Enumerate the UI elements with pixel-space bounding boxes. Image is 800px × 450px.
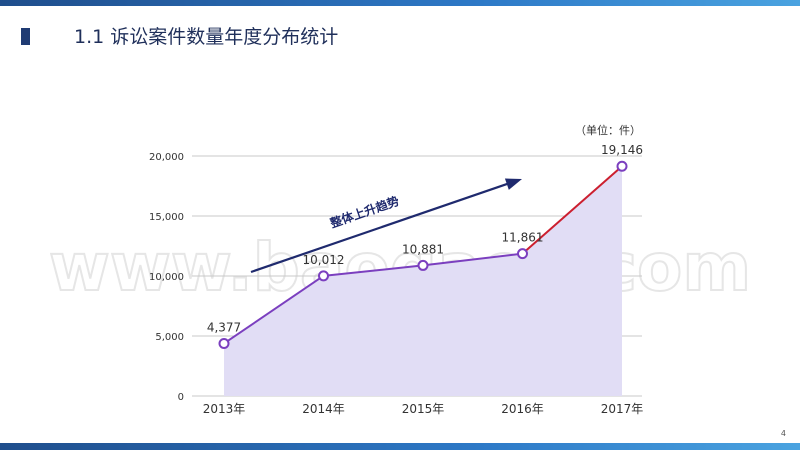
x-tick-label: 2016年 — [501, 402, 544, 416]
data-label: 10,881 — [402, 242, 444, 256]
line-segment — [323, 264, 424, 277]
x-tick-label: 2015年 — [402, 402, 445, 416]
data-label: 11,861 — [502, 231, 544, 245]
x-tick-label: 2013年 — [203, 402, 246, 416]
series-lines — [223, 165, 623, 345]
title-marker — [21, 28, 30, 45]
top-accent-bar — [0, 0, 800, 6]
data-point — [318, 270, 329, 282]
x-tick-label: 2017年 — [601, 402, 644, 416]
x-axis-labels: 2013年 2014年 2015年 2016年 2017年 — [203, 402, 644, 416]
y-axis-labels: 0 5,000 10,000 15,000 20,000 — [149, 152, 184, 403]
data-label: 4,377 — [207, 320, 241, 334]
data-label: 10,012 — [303, 253, 345, 267]
page-number: 4 — [780, 429, 786, 438]
area-layer — [224, 166, 622, 396]
data-point — [616, 160, 628, 172]
value-labels: 4,377 10,012 10,881 11,861 19,146 — [207, 143, 643, 334]
line-segment — [223, 275, 325, 345]
unit-label: （单位：件） — [575, 123, 641, 137]
highlight-line-segment — [521, 165, 623, 255]
line-segment — [422, 252, 523, 267]
y-tick-label: 5,000 — [155, 332, 184, 343]
area-fill — [224, 166, 622, 396]
y-tick-label: 0 — [178, 392, 184, 403]
trend-arrow-head — [504, 178, 522, 190]
data-point — [517, 248, 528, 260]
data-point — [218, 337, 230, 349]
data-point — [417, 259, 429, 271]
y-tick-label: 20,000 — [149, 152, 184, 163]
y-tick-label: 10,000 — [149, 272, 184, 283]
bottom-accent-bar — [0, 443, 800, 450]
data-markers — [218, 160, 628, 349]
slide-title: 1.1 诉讼案件数量年度分布统计 — [74, 26, 339, 48]
data-label: 19,146 — [601, 143, 643, 157]
y-tick-label: 15,000 — [149, 212, 184, 223]
trend-arrow — [250, 181, 511, 274]
x-tick-label: 2014年 — [302, 402, 345, 416]
